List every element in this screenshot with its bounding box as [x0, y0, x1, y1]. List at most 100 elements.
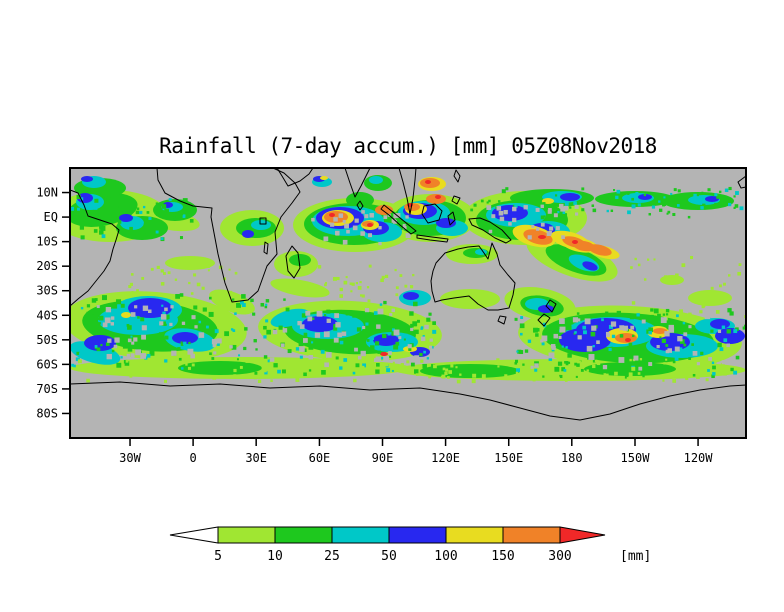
- rain-speckle: [574, 362, 578, 366]
- rain-speckle: [610, 346, 614, 350]
- rain-speckle: [126, 353, 131, 358]
- rain-speckle: [631, 204, 636, 209]
- rain-blob-c300: [572, 240, 578, 244]
- rain-speckle: [714, 361, 717, 364]
- rain-speckle: [194, 325, 198, 329]
- rain-speckle: [602, 364, 608, 370]
- rain-speckle: [303, 338, 308, 343]
- rain-speckle: [667, 210, 671, 214]
- rain-speckle: [257, 379, 262, 383]
- rain-speckle: [134, 305, 138, 309]
- rain-speckle: [247, 375, 251, 379]
- rain-blob-c25: [369, 176, 383, 184]
- rain-speckle: [263, 355, 268, 359]
- rain-speckle: [339, 366, 343, 370]
- rain-speckle: [691, 343, 694, 346]
- rain-speckle: [628, 342, 633, 347]
- rain-speckle: [648, 330, 652, 335]
- rain-speckle: [542, 202, 546, 205]
- rain-speckle: [308, 344, 314, 350]
- rain-speckle: [497, 365, 500, 368]
- rain-blob-c50: [715, 328, 745, 344]
- rain-speckle: [660, 317, 667, 324]
- rain-speckle: [615, 195, 619, 200]
- rain-speckle: [170, 305, 174, 309]
- rain-speckle: [450, 364, 454, 368]
- rain-speckle: [498, 210, 504, 216]
- rain-speckle: [409, 311, 414, 316]
- rain-speckle: [515, 359, 519, 363]
- coastline: [356, 200, 364, 211]
- rain-speckle: [596, 361, 601, 366]
- rain-speckle: [76, 194, 81, 200]
- rain-speckle: [717, 342, 722, 348]
- rain-speckle: [102, 322, 108, 328]
- rain-speckle: [241, 294, 246, 299]
- rain-speckle: [634, 352, 638, 357]
- rain-speckle: [281, 363, 284, 366]
- rain-speckle: [702, 203, 706, 207]
- rain-speckle: [101, 234, 106, 239]
- rain-blob-c50: [559, 328, 611, 352]
- rain-speckle: [628, 376, 633, 380]
- rain-speckle: [563, 369, 567, 372]
- rain-speckle: [681, 263, 686, 268]
- rain-speckle: [496, 358, 500, 362]
- rain-speckle: [311, 341, 314, 344]
- rain-speckle: [504, 374, 508, 378]
- rain-blob-c5: [270, 278, 330, 298]
- rain-speckle: [514, 361, 518, 365]
- rain-speckle: [705, 378, 709, 382]
- rain-speckle: [108, 367, 113, 372]
- rain-speckle: [131, 291, 134, 294]
- rain-speckle: [393, 329, 400, 336]
- legend-label: 5: [214, 549, 222, 564]
- rain-speckle: [710, 329, 714, 333]
- rain-speckle: [497, 200, 501, 203]
- rain-blob-c50: [560, 193, 580, 201]
- rain-speckle: [223, 277, 226, 281]
- rain-speckle: [524, 349, 529, 353]
- rain-speckle: [267, 359, 271, 363]
- rain-speckle: [608, 324, 613, 329]
- rain-speckle: [610, 321, 617, 327]
- rain-speckle: [553, 213, 558, 218]
- rain-speckle: [179, 373, 183, 377]
- rain-speckle: [381, 356, 384, 360]
- rain-blob-c300: [538, 235, 546, 239]
- rain-speckle: [573, 201, 577, 206]
- rain-speckle: [652, 315, 657, 319]
- rain-speckle: [685, 376, 689, 380]
- rain-speckle: [361, 210, 365, 214]
- rain-speckle: [120, 303, 125, 308]
- rain-speckle: [320, 348, 324, 351]
- rain-speckle: [729, 311, 734, 316]
- rain-speckle: [424, 324, 429, 330]
- rain-speckle: [712, 372, 716, 376]
- rain-speckle: [432, 321, 436, 325]
- legend-label: 100: [434, 549, 457, 564]
- rain-speckle: [381, 275, 385, 279]
- rain-speckle: [605, 311, 609, 315]
- rain-speckle: [674, 346, 680, 352]
- rain-blob-c10: [346, 192, 374, 208]
- rain-speckle: [301, 265, 305, 270]
- rain-speckle: [686, 363, 690, 368]
- rain-speckle: [693, 193, 697, 198]
- rain-speckle: [627, 345, 631, 350]
- rain-speckle: [520, 332, 523, 336]
- rain-speckle: [416, 319, 420, 323]
- rain-speckle: [388, 355, 392, 358]
- rain-speckle: [568, 319, 574, 325]
- rain-speckle: [499, 216, 505, 222]
- rain-speckle: [110, 322, 115, 326]
- rain-speckle: [94, 214, 99, 219]
- rain-speckle: [580, 368, 584, 372]
- rain-speckle: [413, 301, 418, 307]
- rain-speckle: [629, 315, 634, 320]
- rain-speckle: [98, 212, 103, 217]
- rain-blob-c10: [178, 361, 262, 375]
- rain-speckle: [181, 367, 184, 370]
- rain-speckle: [364, 214, 369, 219]
- rain-speckle: [613, 189, 616, 192]
